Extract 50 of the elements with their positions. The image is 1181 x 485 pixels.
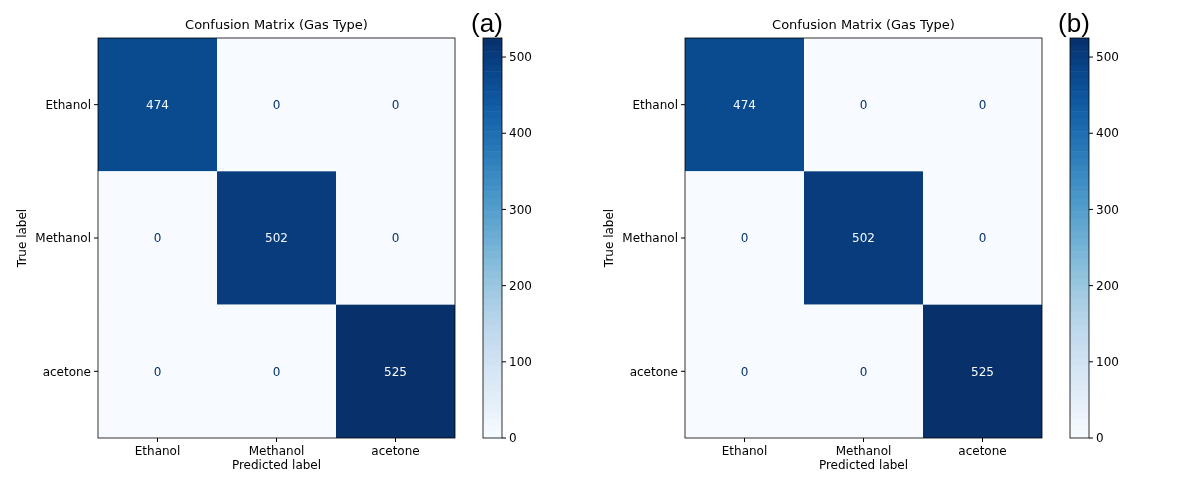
x-tick-label: Methanol [248, 444, 305, 458]
color-bar-label: 0 [509, 431, 517, 446]
x-tick-label: Ethanol [721, 444, 768, 458]
x-tick-label: Methanol [835, 444, 892, 458]
data-label: 0 [978, 231, 987, 246]
y-tick-label: acetone [42, 364, 91, 379]
color-bar-label: 500 [1096, 50, 1119, 65]
text: (a) [471, 8, 503, 38]
x-axis-title: Predicted label [818, 458, 909, 472]
chart-title: Confusion Matrix (Gas Type) [185, 17, 368, 32]
color-bar-label: 400 [1096, 126, 1119, 141]
data-label: 0 [272, 97, 281, 112]
data-label: 502 [265, 231, 288, 246]
data-label: 0 [153, 364, 162, 379]
x-tick-label: acetone [958, 444, 1007, 458]
color-bar-label: 300 [509, 202, 532, 217]
y-tick-label: Methanol [622, 231, 678, 246]
x-axis-title: Predicted label [231, 458, 322, 472]
data-label: 525 [971, 364, 994, 379]
y-tick-label: acetone [629, 364, 678, 379]
data-label: 0 [153, 231, 162, 246]
y-tick-label: Methanol [35, 231, 91, 246]
data-label: 0 [859, 97, 868, 112]
data-label: 474 [733, 97, 756, 112]
color-bar-label: 100 [509, 355, 532, 370]
data-label: 0 [391, 97, 400, 112]
chart-title: Confusion Matrix (Gas Type) [772, 17, 955, 32]
data-label: 0 [740, 231, 749, 246]
y-axis-title: True label [15, 208, 29, 269]
data-label: 0 [272, 364, 281, 379]
y-axis-title: True label [602, 208, 616, 269]
x-tick-label: Ethanol [134, 444, 181, 458]
data-label: 0 [978, 97, 987, 112]
data-label: 502 [852, 231, 875, 246]
y-tick-label: Ethanol [45, 97, 91, 112]
data-label: 0 [391, 231, 400, 246]
x-tick-label: acetone [371, 444, 420, 458]
color-bar-label: 100 [1096, 355, 1119, 370]
data-label: 0 [740, 364, 749, 379]
data-label: 0 [859, 364, 868, 379]
color-bar-label: 300 [1096, 202, 1119, 217]
data-label: 525 [384, 364, 407, 379]
color-bar-label: 0 [1096, 431, 1104, 446]
color-bar-label: 200 [1096, 278, 1119, 293]
y-tick-label: Ethanol [632, 97, 678, 112]
color-bar-label: 500 [509, 50, 532, 65]
data-label: 474 [146, 97, 169, 112]
color-bar-label: 400 [509, 126, 532, 141]
color-bar-label: 200 [509, 278, 532, 293]
text: (b) [1058, 8, 1090, 38]
